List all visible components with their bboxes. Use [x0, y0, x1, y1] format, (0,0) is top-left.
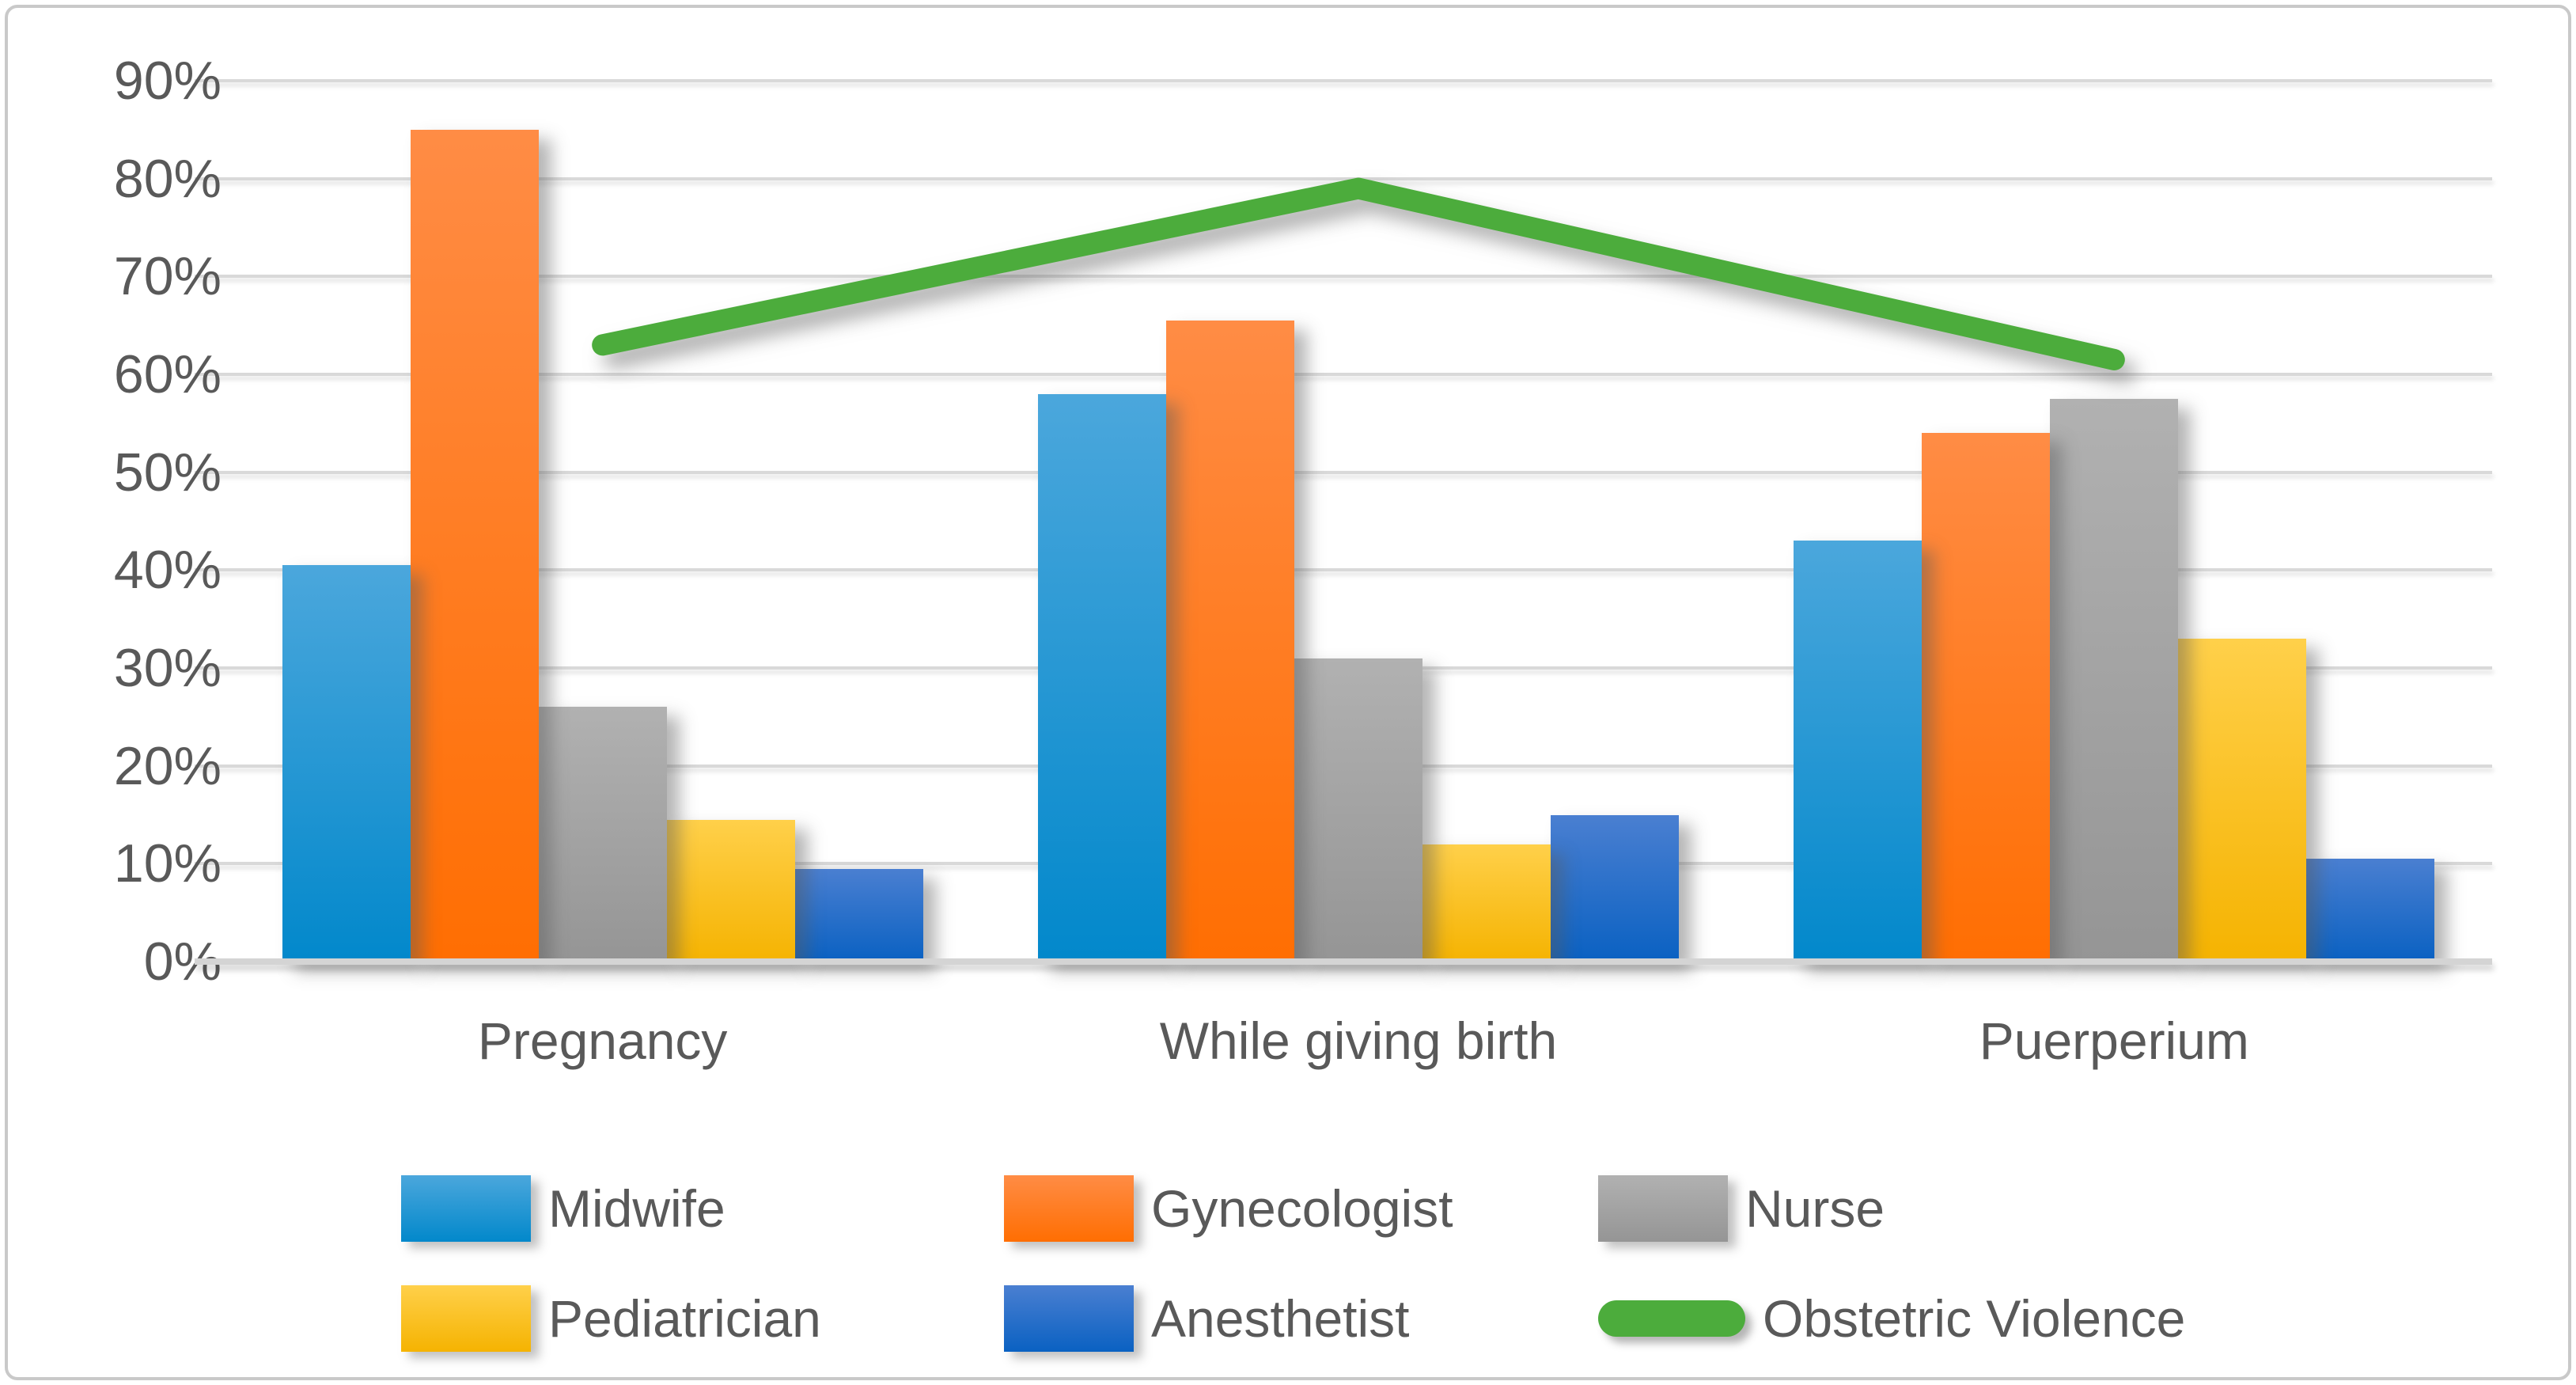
bar-gynecologist-1 — [1166, 320, 1294, 962]
gridline — [195, 275, 2492, 279]
bar-midwife-1 — [1038, 393, 1166, 962]
obstetric-violence-line — [592, 177, 2125, 370]
y-tick-label: 50% — [113, 442, 222, 503]
y-tick-label: 10% — [113, 833, 222, 894]
gridline — [195, 568, 2492, 572]
y-tick-label: 90% — [113, 51, 222, 111]
y-tick-label: 40% — [113, 540, 222, 601]
legend-label: Pediatrician — [548, 1289, 821, 1348]
bar-gynecologist-0 — [410, 129, 539, 962]
bar-nurse-1 — [1294, 658, 1422, 962]
legend-swatch-bar — [1598, 1175, 1728, 1242]
legend-label: Obstetric Violence — [1763, 1289, 2186, 1348]
bar-pediatrician-0 — [666, 819, 795, 962]
y-tick-label: 20% — [113, 735, 222, 796]
bar-nurse-0 — [538, 707, 667, 962]
legend-swatch-bar — [1004, 1285, 1134, 1352]
obstetric-violence-line-layer — [592, 177, 2125, 370]
gridline — [195, 470, 2492, 474]
chart-frame: 90% 80% 70% 60% 50% 40% 30% 20% 10% 0% Pregnancy W… — [5, 5, 2571, 1380]
gridline — [195, 79, 2492, 82]
legend-swatch-bar — [401, 1175, 531, 1242]
legend-swatch-line — [1598, 1300, 1745, 1337]
bar-nurse-2 — [2050, 398, 2179, 962]
legend-item-midwife: Midwife — [401, 1172, 725, 1245]
y-tick-label: 60% — [113, 344, 222, 404]
legend-swatch-bar — [1004, 1175, 1134, 1242]
legend-swatch-bar — [401, 1285, 531, 1352]
legend-item-gynecologist: Gynecologist — [1004, 1172, 1453, 1245]
y-tick-label: 30% — [113, 638, 222, 698]
bar-pediatrician-2 — [2178, 638, 2307, 962]
legend-item-anesthetist: Anesthetist — [1004, 1282, 1410, 1355]
legend-item-nurse: Nurse — [1598, 1172, 1885, 1245]
legend-label: Gynecologist — [1151, 1179, 1453, 1238]
legend-item-pediatrician: Pediatrician — [401, 1282, 821, 1355]
y-tick-label: 0% — [143, 932, 222, 992]
y-tick-label: 70% — [113, 246, 222, 307]
bar-midwife-0 — [282, 565, 411, 962]
y-tick-label: 80% — [113, 148, 222, 209]
gridline — [195, 176, 2492, 180]
category-label-0: Pregnancy — [477, 1011, 728, 1070]
category-label-1: While giving birth — [1159, 1011, 1558, 1070]
category-label-2: Puerperium — [1979, 1011, 2249, 1070]
bar-pediatrician-1 — [1422, 844, 1551, 962]
x-axis-line — [195, 958, 2492, 965]
bar-anesthetist-1 — [1551, 814, 1679, 962]
legend-item-obstetric-violence: Obstetric Violence — [1598, 1282, 2185, 1355]
bar-gynecologist-2 — [1922, 433, 2051, 962]
legend-label: Nurse — [1745, 1179, 1885, 1238]
legend-label: Midwife — [548, 1179, 725, 1238]
bar-midwife-2 — [1794, 541, 1923, 962]
legend-label: Anesthetist — [1151, 1289, 1410, 1348]
bar-anesthetist-2 — [2306, 859, 2435, 962]
gridline — [195, 373, 2492, 376]
bar-anesthetist-0 — [794, 868, 923, 962]
plot-area — [8, 8, 2568, 1377]
